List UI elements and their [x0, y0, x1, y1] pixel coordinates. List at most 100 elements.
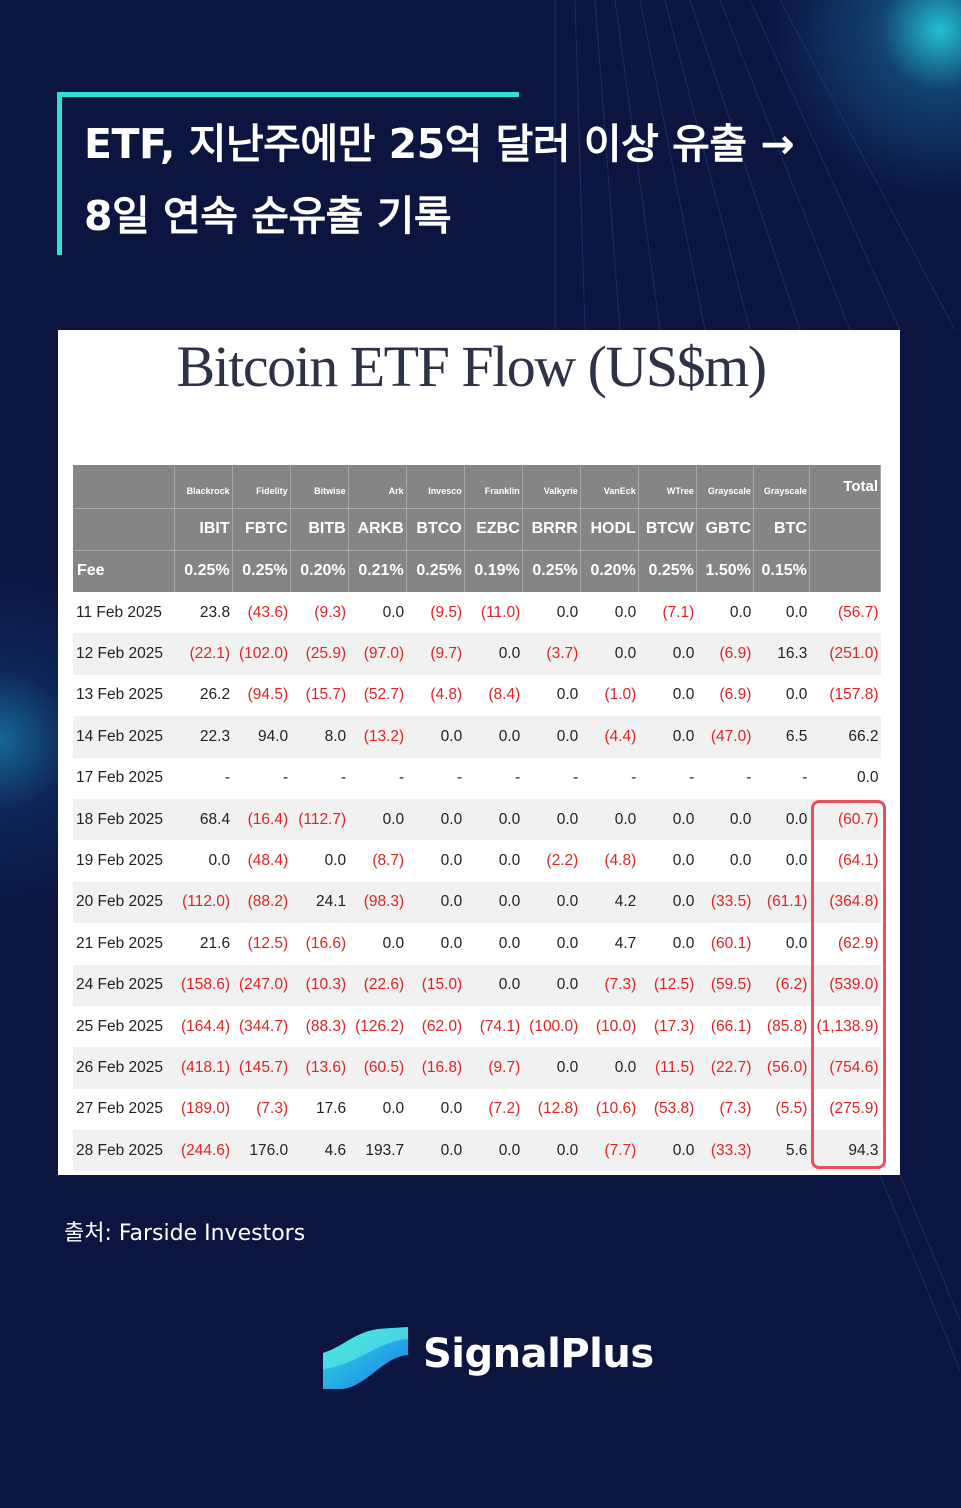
total-cell: (1,138.9) [809, 1005, 881, 1048]
total-cell: (754.6) [809, 1047, 881, 1089]
flow-cell: (33.5) [696, 881, 754, 924]
flow-cell: (12.5) [638, 964, 697, 1006]
flow-cell: (94.5) [232, 674, 291, 717]
flow-cell: - [406, 757, 465, 799]
flow-cell: (2.2) [522, 840, 581, 882]
fee-cell: 1.50% [696, 549, 754, 592]
fee-cell: 0.25% [638, 549, 697, 592]
flow-cell: (66.1) [696, 1005, 754, 1048]
flow-cell: (9.7) [464, 1047, 523, 1089]
row-date: 17 Feb 2025 [73, 757, 175, 799]
total-cell: (275.9) [809, 1088, 881, 1131]
flow-cell: 176.0 [232, 1130, 291, 1172]
flow-cell: (158.6) [174, 964, 233, 1006]
flow-cell: 8.0 [290, 716, 349, 758]
flow-cell: 6.5 [753, 716, 810, 758]
flow-cell: 5.6 [753, 1130, 810, 1172]
total-cell: (64.1) [809, 840, 881, 882]
table-row: 27 Feb 2025 (189.0) (7.3) 17.6 0.0 0.0 (7.2) (1… [73, 1088, 881, 1131]
issuer-header: Grayscale [696, 465, 754, 508]
issuer-header-row: Blackrock Fidelity Bitwise Ark Invesco Frankl… [73, 465, 882, 508]
table-row: 11 Feb 2025 23.8 (43.6) (9.3) 0.0 (9.5) (11.0)… [73, 592, 881, 634]
flow-cell: (100.0) [522, 1005, 581, 1048]
issuer-header: Bitwise [290, 465, 349, 508]
flow-cell: 0.0 [638, 881, 697, 924]
flow-cell: 0.0 [348, 592, 407, 634]
flow-cell: (53.8) [638, 1088, 697, 1131]
header-blank [809, 549, 882, 592]
ticker-header: EZBC [464, 507, 523, 550]
fee-cell: 0.25% [232, 549, 291, 592]
flow-cell: 0.0 [638, 923, 697, 965]
issuer-header: WTree [638, 465, 697, 508]
flow-cell: 0.0 [753, 674, 810, 717]
flow-cell: (4.4) [580, 716, 639, 758]
flow-cell: 0.0 [580, 798, 639, 841]
flow-cell: (25.9) [290, 633, 349, 675]
flow-cell: 0.0 [464, 798, 523, 841]
flow-cell: (97.0) [348, 633, 407, 675]
flow-cell: (112.0) [174, 881, 233, 924]
flow-cell: (6.2) [753, 964, 810, 1006]
flow-cell: 4.2 [580, 881, 639, 924]
flow-cell: - [696, 757, 754, 799]
flow-cell: 0.0 [464, 881, 523, 924]
flow-cell: (6.9) [696, 633, 754, 675]
flow-cell: 0.0 [522, 798, 581, 841]
flow-cell: (12.8) [522, 1088, 581, 1131]
headline: ETF, 지난주에만 25억 달러 이상 유출 → 8일 연속 순유출 기록 [84, 108, 944, 252]
issuer-header: Grayscale [753, 465, 810, 508]
flow-cell: 0.0 [522, 1047, 581, 1089]
header-corner [73, 465, 175, 508]
row-date: 25 Feb 2025 [73, 1005, 175, 1048]
flow-cell: - [638, 757, 697, 799]
issuer-header: Valkyrie [522, 465, 581, 508]
fee-cell: 0.15% [753, 549, 810, 592]
issuer-header: Fidelity [232, 465, 291, 508]
flow-cell: 0.0 [580, 1047, 639, 1089]
flow-cell: (189.0) [174, 1088, 233, 1131]
flow-cell: (60.1) [696, 923, 754, 965]
flow-cell: (12.5) [232, 923, 291, 965]
flow-cell: 17.6 [290, 1088, 349, 1131]
fee-cell: 0.25% [522, 549, 581, 592]
flow-cell: 0.0 [580, 592, 639, 634]
flow-cell: 0.0 [406, 716, 465, 758]
flow-cell: (102.0) [232, 633, 291, 675]
flow-cell: 0.0 [638, 674, 697, 717]
flow-cell: 0.0 [290, 840, 349, 882]
flow-cell: (8.7) [348, 840, 407, 882]
title-accent-frame [57, 92, 519, 255]
fee-header-row: Fee 0.25% 0.25% 0.20% 0.21% 0.25% 0.19% 0.25% 0… [73, 549, 882, 592]
fee-cell: 0.21% [348, 549, 407, 592]
flow-cell: (10.3) [290, 964, 349, 1006]
flow-cell: (4.8) [580, 840, 639, 882]
total-cell: (157.8) [809, 674, 881, 717]
flow-cell: 24.1 [290, 881, 349, 924]
flow-cell: (164.4) [174, 1005, 233, 1048]
flow-cell: (5.5) [753, 1088, 810, 1131]
flow-cell: (7.7) [580, 1130, 639, 1172]
flow-cell: (88.3) [290, 1005, 349, 1048]
flow-cell: (9.3) [290, 592, 349, 634]
flow-cell: (1.0) [580, 674, 639, 717]
fee-cell: 0.20% [580, 549, 639, 592]
ticker-header: BTCW [638, 507, 697, 550]
flow-cell: 0.0 [348, 923, 407, 965]
flow-cell: 4.6 [290, 1130, 349, 1172]
flow-cell: (85.8) [753, 1005, 810, 1048]
ticker-header: BTC [753, 507, 810, 550]
table-row: 13 Feb 2025 26.2 (94.5) (15.7) (52.7) (4.8) (8… [73, 674, 881, 717]
issuer-header: Blackrock [174, 465, 233, 508]
flow-cell: - [522, 757, 581, 799]
flow-cell: (8.4) [464, 674, 523, 717]
total-cell: (56.7) [809, 592, 881, 634]
row-date: 26 Feb 2025 [73, 1047, 175, 1089]
etf-flow-table: Blackrock Fidelity Bitwise Ark Invesco Frankl… [73, 465, 882, 1172]
header-corner [73, 507, 175, 550]
row-date: 24 Feb 2025 [73, 964, 175, 1006]
row-date: 19 Feb 2025 [73, 840, 175, 882]
flow-cell: 16.3 [753, 633, 810, 675]
flow-cell: 0.0 [696, 592, 754, 634]
